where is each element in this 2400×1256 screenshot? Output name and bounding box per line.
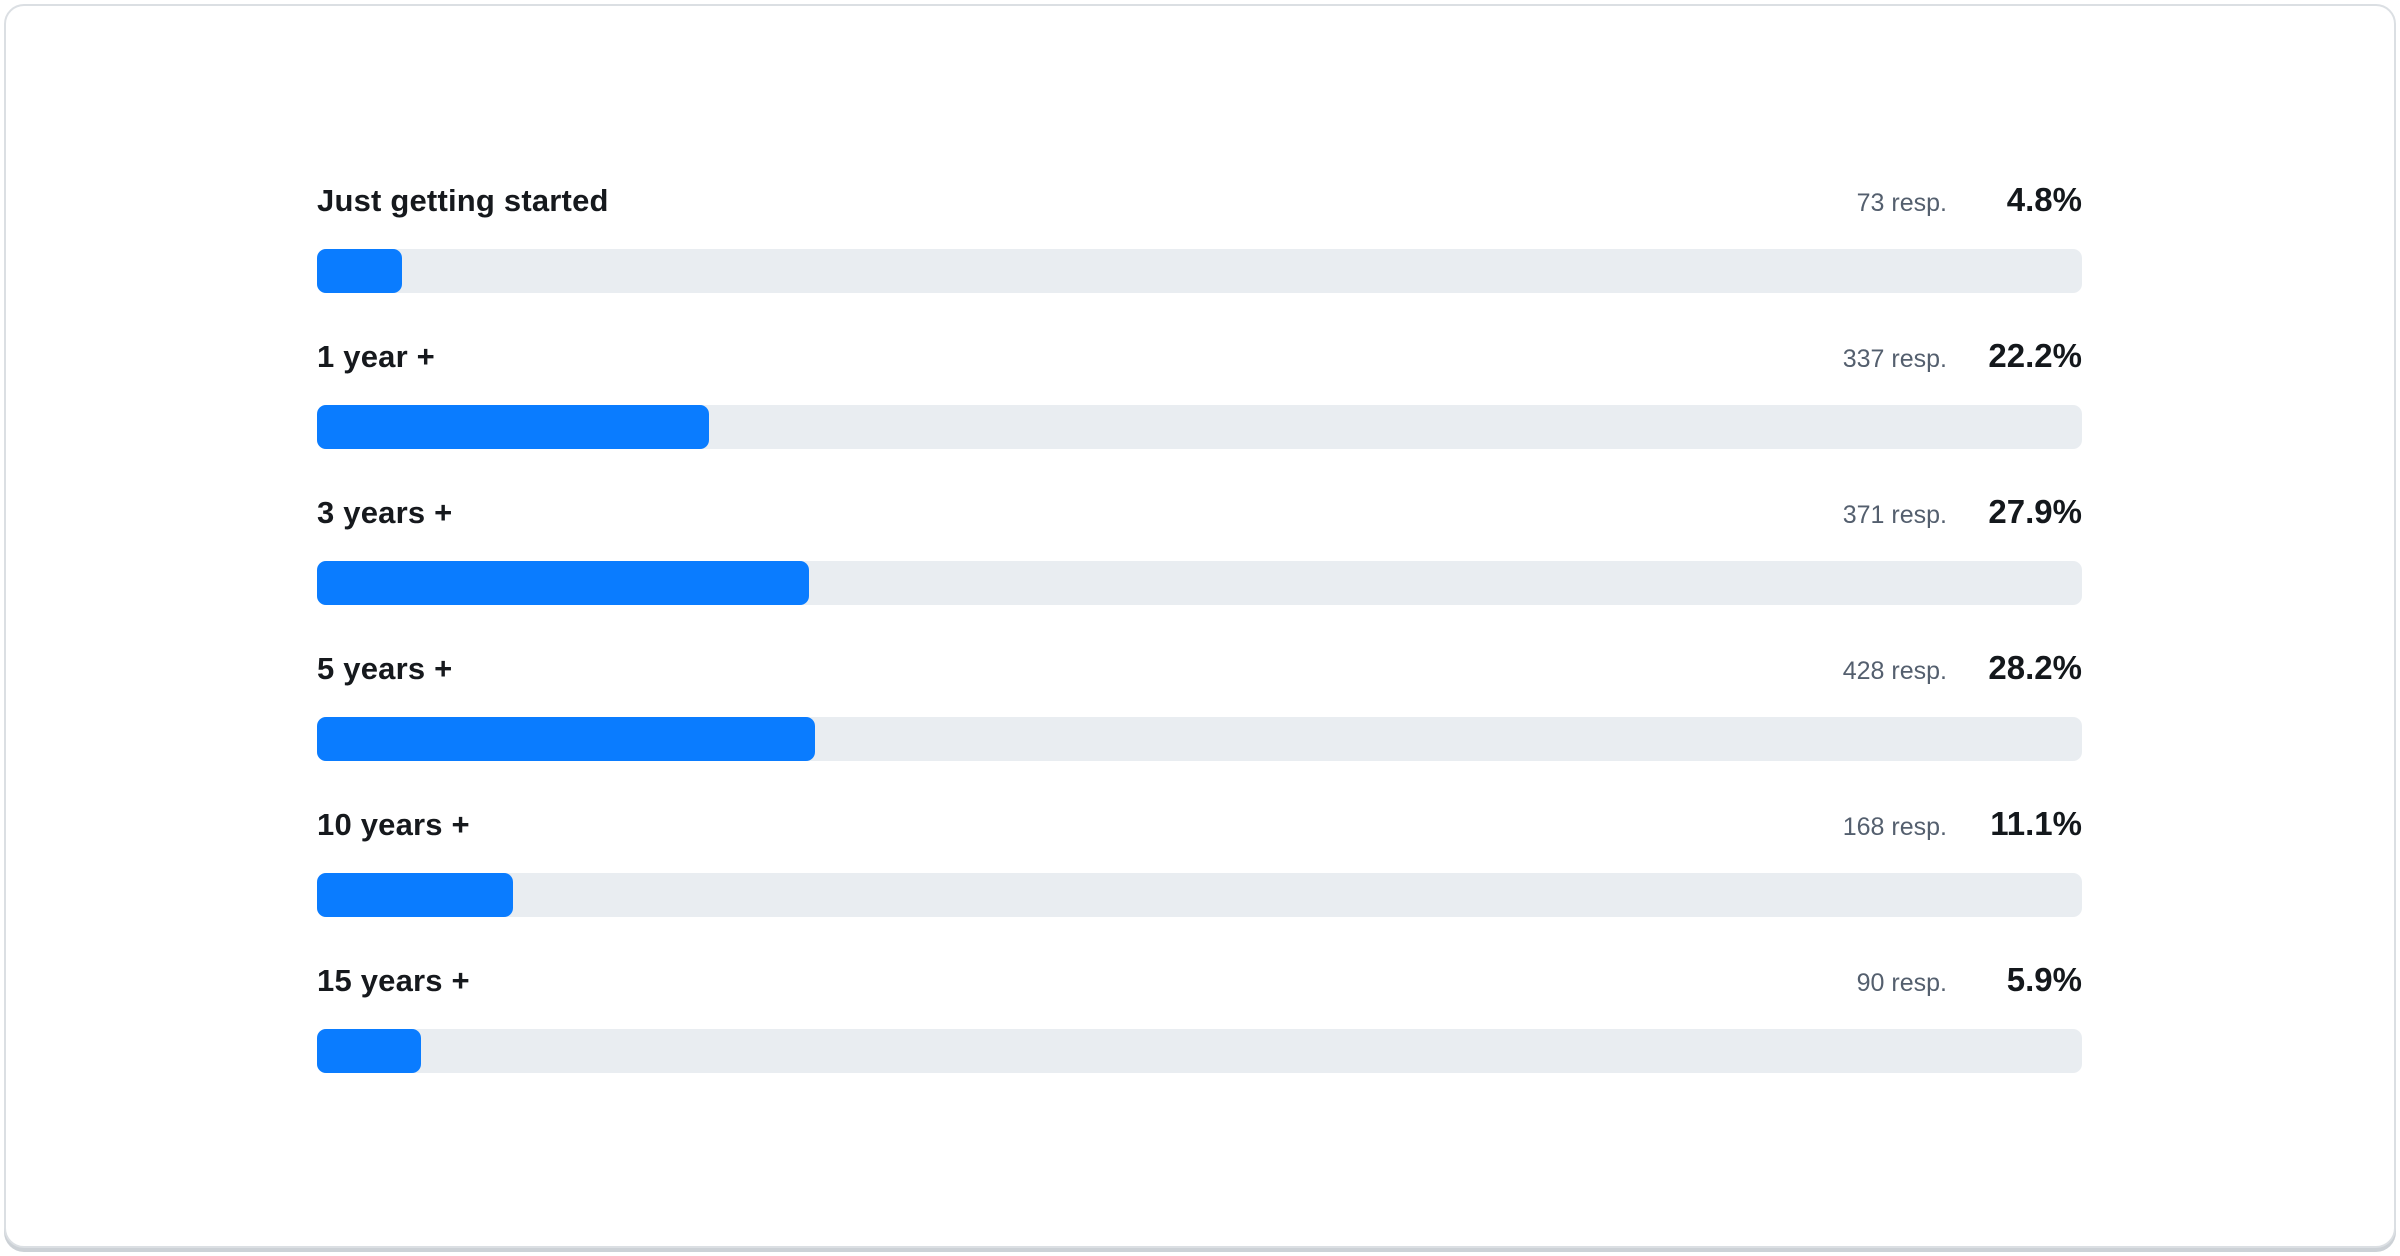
- bar-fill: [317, 249, 402, 293]
- percent-value: 5.9%: [2006, 961, 2082, 998]
- response-count: 90 resp.: [1856, 969, 1947, 997]
- response-count: 371 resp.: [1842, 501, 1947, 529]
- category-label: 1 year +: [317, 339, 435, 374]
- row-header: 10 years + 168 resp. 11.1%: [317, 805, 2082, 852]
- chart-row: Just getting started 73 resp. 4.8%: [317, 181, 2082, 293]
- category-label: 5 years +: [317, 651, 453, 686]
- bar-fill: [317, 561, 810, 605]
- chart-row: 5 years + 428 resp. 28.2%: [317, 649, 2082, 761]
- chart-row: 10 years + 168 resp. 11.1%: [317, 805, 2082, 917]
- results-card: Just getting started 73 resp. 4.8% 1 yea…: [4, 4, 2396, 1248]
- response-count: 73 resp.: [1856, 189, 1947, 217]
- row-values: 337 resp. 22.2%: [1843, 337, 2082, 375]
- bar-fill: [317, 717, 815, 761]
- bar-track: [317, 561, 2082, 605]
- bar-track: [317, 873, 2082, 917]
- bar-fill: [317, 405, 709, 449]
- percent-value: 4.8%: [2006, 181, 2082, 218]
- bar-track: [317, 717, 2082, 761]
- percent-value: 28.2%: [1988, 649, 2082, 686]
- row-header: Just getting started 73 resp. 4.8%: [317, 181, 2082, 228]
- chart-row: 3 years + 371 resp. 27.9%: [317, 493, 2082, 605]
- row-header: 15 years + 90 resp. 5.9%: [317, 961, 2082, 1008]
- row-header: 5 years + 428 resp. 28.2%: [317, 649, 2082, 696]
- row-values: 428 resp. 28.2%: [1843, 649, 2082, 687]
- category-label: 15 years +: [317, 963, 470, 998]
- row-values: 168 resp. 11.1%: [1843, 805, 2082, 843]
- bar-fill: [317, 873, 513, 917]
- row-header: 3 years + 371 resp. 27.9%: [317, 493, 2082, 540]
- bar-track: [317, 249, 2082, 293]
- percent-value: 22.2%: [1988, 337, 2082, 374]
- response-count: 337 resp.: [1842, 345, 1947, 373]
- row-values: 73 resp. 4.8%: [1857, 181, 2082, 219]
- bar-fill: [317, 1029, 422, 1073]
- response-count: 428 resp.: [1842, 657, 1947, 685]
- chart-row: 15 years + 90 resp. 5.9%: [317, 961, 2082, 1073]
- row-values: 90 resp. 5.9%: [1857, 961, 2082, 999]
- row-header: 1 year + 337 resp. 22.2%: [317, 337, 2082, 384]
- category-label: 3 years +: [317, 495, 453, 530]
- category-label: Just getting started: [317, 183, 609, 218]
- chart-row: 1 year + 337 resp. 22.2%: [317, 337, 2082, 449]
- percent-value: 11.1%: [1990, 805, 2082, 842]
- response-count: 168 resp.: [1842, 813, 1947, 841]
- row-values: 371 resp. 27.9%: [1843, 493, 2082, 531]
- survey-bar-chart: Just getting started 73 resp. 4.8% 1 yea…: [317, 181, 2082, 1073]
- bar-track: [317, 1029, 2082, 1073]
- category-label: 10 years +: [317, 807, 470, 842]
- bar-track: [317, 405, 2082, 449]
- percent-value: 27.9%: [1988, 493, 2082, 530]
